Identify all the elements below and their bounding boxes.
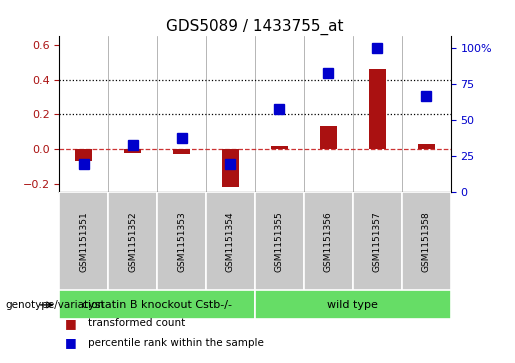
Bar bbox=[59, 192, 108, 290]
Bar bbox=[108, 192, 157, 290]
Text: GSM1151355: GSM1151355 bbox=[275, 211, 284, 272]
Text: GSM1151358: GSM1151358 bbox=[422, 211, 431, 272]
Bar bbox=[271, 146, 288, 149]
Bar bbox=[320, 126, 337, 149]
Text: cystatin B knockout Cstb-/-: cystatin B knockout Cstb-/- bbox=[82, 300, 232, 310]
Bar bbox=[124, 149, 141, 152]
Text: genotype/variation: genotype/variation bbox=[5, 300, 104, 310]
Bar bbox=[304, 192, 353, 290]
Bar bbox=[206, 192, 255, 290]
Text: GSM1151353: GSM1151353 bbox=[177, 211, 186, 272]
Text: wild type: wild type bbox=[328, 300, 378, 310]
Bar bbox=[75, 149, 92, 161]
Bar bbox=[222, 149, 239, 187]
Bar bbox=[59, 290, 255, 319]
Bar bbox=[402, 192, 451, 290]
Bar bbox=[353, 192, 402, 290]
Bar bbox=[255, 192, 304, 290]
Text: ■: ■ bbox=[64, 337, 76, 350]
Bar bbox=[173, 149, 190, 154]
Bar bbox=[369, 69, 386, 149]
Text: transformed count: transformed count bbox=[88, 318, 185, 328]
Text: GSM1151357: GSM1151357 bbox=[373, 211, 382, 272]
Text: GSM1151352: GSM1151352 bbox=[128, 211, 137, 272]
Text: GSM1151354: GSM1151354 bbox=[226, 211, 235, 272]
Bar bbox=[418, 144, 435, 149]
Title: GDS5089 / 1433755_at: GDS5089 / 1433755_at bbox=[166, 19, 344, 35]
Bar bbox=[157, 192, 206, 290]
Text: GSM1151351: GSM1151351 bbox=[79, 211, 88, 272]
Bar bbox=[255, 290, 451, 319]
Text: GSM1151356: GSM1151356 bbox=[324, 211, 333, 272]
Text: ■: ■ bbox=[64, 317, 76, 330]
Text: percentile rank within the sample: percentile rank within the sample bbox=[88, 338, 264, 348]
